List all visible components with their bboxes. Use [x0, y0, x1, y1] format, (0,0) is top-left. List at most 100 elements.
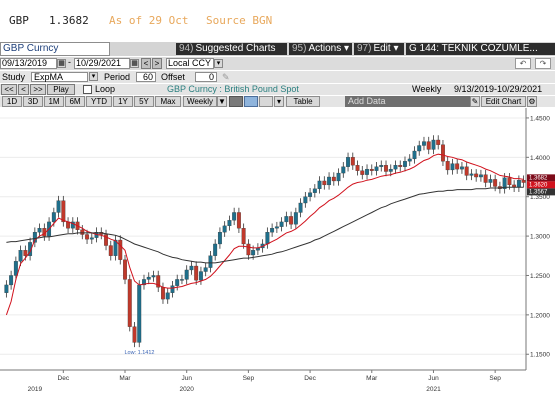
candle-body [9, 275, 14, 286]
candle-body [180, 279, 184, 281]
add-data-input[interactable]: Add Data [345, 96, 470, 107]
candle-body [355, 165, 360, 171]
candle-body [507, 177, 512, 186]
candle-body [422, 141, 426, 146]
candle-body [156, 275, 161, 288]
line-chart-icon[interactable] [229, 96, 243, 107]
candle-body [336, 172, 341, 182]
candle-body [360, 170, 365, 175]
candle-body [61, 200, 66, 223]
chart-template-button[interactable]: G 144: TEKNIK COZUMLE... [406, 43, 555, 55]
candle-body [341, 166, 346, 174]
period-3d-button[interactable]: 3D [23, 96, 43, 107]
candle-body [4, 284, 9, 293]
candle-body [445, 161, 450, 171]
candle-body [303, 196, 308, 204]
candle-body [441, 144, 445, 162]
candle-body [403, 161, 407, 167]
security-title[interactable]: GBP Curncy [0, 42, 110, 56]
candle-body [236, 212, 241, 229]
candle-body [488, 179, 493, 183]
candle-body [222, 225, 227, 233]
candle-body [194, 265, 199, 281]
candle-body [161, 287, 165, 300]
undo-icon[interactable]: ↶ [515, 58, 531, 69]
candle-body [350, 157, 355, 166]
period-1d-button[interactable]: 1D [2, 96, 22, 107]
candle-body [13, 261, 18, 276]
menu-label: Edit [373, 43, 391, 54]
candle-body [217, 232, 222, 245]
candle-body [365, 168, 369, 175]
period-1m-button[interactable]: 1M [44, 96, 64, 107]
loop-checkbox[interactable] [83, 85, 92, 94]
end-date-field[interactable]: 10/29/2021 [74, 58, 130, 69]
frequency-label: Weekly [412, 84, 442, 94]
candle-body [483, 174, 488, 183]
edit-menu[interactable]: 97) Edit ▾ [354, 43, 404, 55]
start-date-field[interactable]: 09/13/2019 [0, 58, 57, 69]
chevron-down-icon[interactable]: ▾ [89, 72, 98, 81]
period-input[interactable]: 60 [136, 72, 156, 82]
x-year-label: 2021 [426, 386, 441, 393]
next-range-button[interactable]: > [152, 58, 162, 69]
x-year-label: 2020 [179, 386, 194, 393]
candle-body [398, 165, 403, 167]
candle-body [312, 188, 317, 193]
candle-body [189, 265, 194, 271]
candle-body [146, 276, 151, 280]
candle-body [80, 229, 85, 235]
candle-body [331, 176, 336, 182]
currency-select[interactable]: Local CCY [166, 58, 214, 69]
play-button[interactable]: Play [47, 84, 75, 95]
candle-body [274, 226, 279, 229]
period-ytd-button[interactable]: YTD [86, 96, 112, 107]
period-max-button[interactable]: Max [155, 96, 181, 107]
chevron-down-icon[interactable]: ▾ [214, 59, 223, 68]
candle-body [56, 200, 61, 213]
redo-icon[interactable]: ↷ [535, 58, 551, 69]
candle-body [18, 250, 23, 262]
suggested-charts-button[interactable]: 94) Suggested Charts [176, 43, 287, 55]
menu-number: 94) [179, 43, 194, 54]
x-tick-label: Dec [58, 375, 70, 382]
y-tick-label: 1.4000 [530, 155, 550, 162]
date-range-bar: 09/13/2019 ▦ - 10/29/2021 ▦ < > Local CC… [0, 57, 555, 70]
gear-icon[interactable]: ⚙ [527, 96, 537, 107]
price-chart[interactable]: Low: 1.1412 1.4500 1.4000 1.3500 1.3000 1.25… [0, 108, 555, 400]
candle-body [459, 166, 464, 170]
pencil-icon[interactable]: ✎ [222, 72, 230, 82]
candle-body [493, 179, 498, 187]
period-6m-button[interactable]: 6M [65, 96, 85, 107]
period-5y-button[interactable]: 5Y [134, 96, 154, 107]
actions-menu[interactable]: 95) Actions ▾ [289, 43, 352, 55]
chevron-down-icon[interactable]: ▼ [217, 96, 227, 107]
step-forward-button[interactable]: >> [30, 84, 46, 95]
calendar-icon[interactable]: ▦ [130, 59, 139, 68]
candle-body [132, 326, 137, 343]
table-button[interactable]: Table [286, 96, 320, 107]
edit-chart-button[interactable]: Edit Chart [481, 96, 526, 107]
candle-body [384, 165, 388, 172]
y-tick-label: 1.1500 [530, 352, 550, 359]
prev-range-button[interactable]: < [141, 58, 151, 69]
step-back-button[interactable]: < [18, 84, 29, 95]
last-value-badge [527, 188, 555, 196]
offset-input[interactable]: 0 [195, 72, 217, 82]
candle-body [184, 269, 189, 280]
period-1y-button[interactable]: 1Y [113, 96, 133, 107]
candle-body [426, 141, 431, 150]
candle-body [151, 275, 156, 278]
bar-chart-icon[interactable] [244, 96, 258, 107]
candle-body [118, 239, 123, 260]
last-value-label: 1.3567 [529, 189, 548, 195]
candle-body [265, 232, 270, 245]
first-bar-button[interactable]: << [1, 84, 17, 95]
study-select[interactable]: ExpMA [31, 72, 88, 82]
chevron-down-icon[interactable]: ▾ [274, 96, 284, 107]
frequency-select[interactable]: Weekly [183, 96, 217, 107]
pencil-icon[interactable]: ✎ [470, 96, 480, 107]
candle-body [23, 250, 28, 256]
calendar-icon[interactable]: ▦ [57, 59, 66, 68]
candle-chart-icon[interactable] [259, 96, 273, 107]
